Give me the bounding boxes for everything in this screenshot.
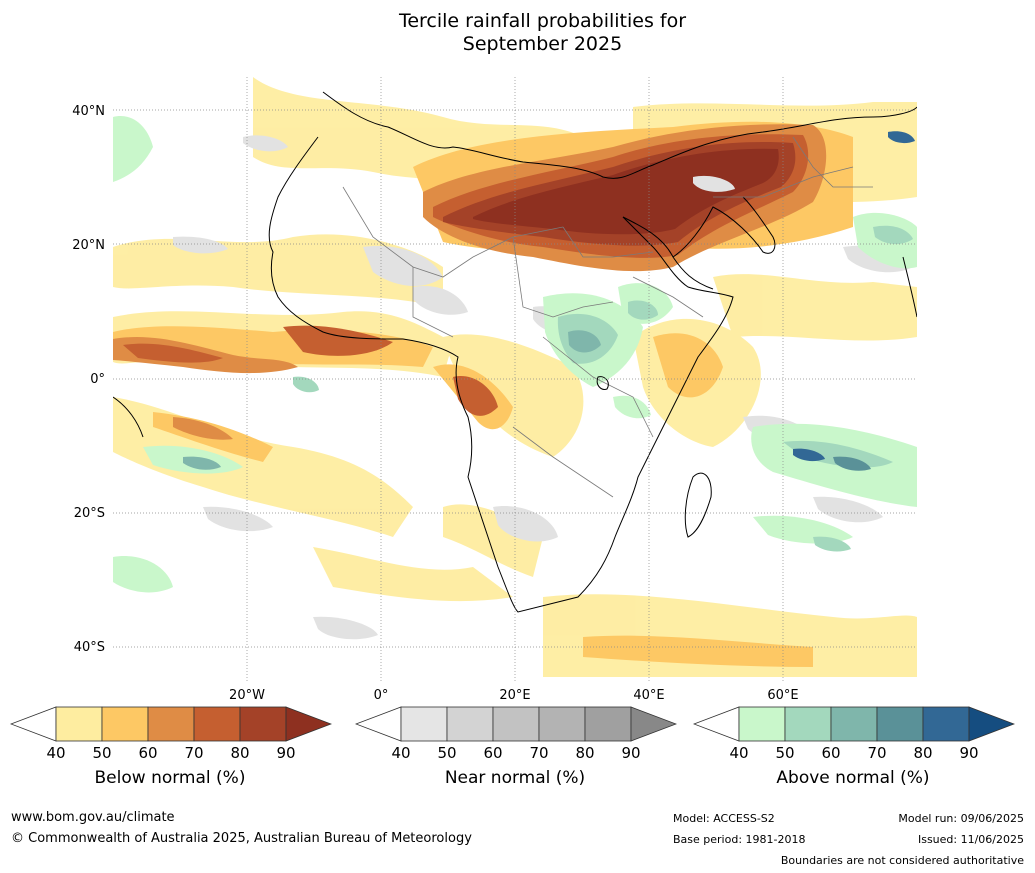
lon-label: 60°E <box>767 688 799 703</box>
colorbar-segment <box>538 706 586 742</box>
colorbar-tick-label: 60 <box>821 744 841 762</box>
lat-label: 40°S <box>73 640 105 655</box>
source-link[interactable]: www.bom.gov.au/climate <box>11 810 175 825</box>
colorbar-extend-high <box>968 706 1015 742</box>
colorbar-segment <box>193 706 241 742</box>
model-run-label: Model run: 09/06/2025 <box>898 812 1024 825</box>
lon-label: 20°W <box>229 688 265 703</box>
disclaimer: Boundaries are not considered authoritat… <box>780 854 1024 867</box>
colorbar-extend-high <box>630 706 677 742</box>
colorbar-tick-label: 50 <box>92 744 112 762</box>
lon-label: 40°E <box>633 688 665 703</box>
map-title: Tercile rainfall probabilities for Septe… <box>0 10 1035 56</box>
colorbar-tick-label: 60 <box>138 744 158 762</box>
colorbar-tick-label: 80 <box>913 744 933 762</box>
colorbar-tick-label: 70 <box>529 744 549 762</box>
colorbar-segment <box>492 706 540 742</box>
colorbar-tick-label: 50 <box>775 744 795 762</box>
colorbar-tick-label: 60 <box>483 744 503 762</box>
issued-label: Issued: 11/06/2025 <box>917 833 1024 846</box>
colorbar-tick-label: 90 <box>959 744 979 762</box>
colorbar-tick-label: 40 <box>729 744 749 762</box>
lake-outlines <box>596 376 609 390</box>
colorbar-title-above: Above normal (%) <box>776 768 930 788</box>
colorbar-tick-label: 70 <box>867 744 887 762</box>
colorbar-segment <box>55 706 103 742</box>
colorbar-title-near: Near normal (%) <box>444 768 586 788</box>
colorbar-extend-high <box>285 706 332 742</box>
colorbar-extend-low <box>355 706 402 742</box>
title-line-2: September 2025 <box>462 33 623 55</box>
title-line-1: Tercile rainfall probabilities for <box>398 10 687 32</box>
lat-label: 20°S <box>73 506 105 521</box>
colorbar-segment <box>876 706 924 742</box>
colorbar-segment <box>101 706 149 742</box>
colorbar-below-normal <box>10 706 332 742</box>
colorbar-extend-low <box>693 706 740 742</box>
above-normal-areas <box>113 116 917 593</box>
rainfall-probability-map <box>113 77 917 681</box>
colorbar-segment <box>147 706 195 742</box>
colorbar-tick-label: 40 <box>391 744 411 762</box>
colorbar-tick-label: 90 <box>621 744 641 762</box>
country-borders <box>342 136 873 498</box>
colorbar-tick-label: 70 <box>184 744 204 762</box>
colorbar-tick-label: 40 <box>46 744 66 762</box>
lon-label: 0° <box>373 688 389 703</box>
lat-label: 40°N <box>72 104 105 119</box>
colorbar-near-normal <box>355 706 677 742</box>
lat-label: 20°N <box>72 238 105 253</box>
lon-label: 20°E <box>499 688 531 703</box>
model-label: Model: ACCESS-S2 <box>673 812 775 825</box>
colorbar-segment <box>446 706 494 742</box>
copyright: © Commonwealth of Australia 2025, Austra… <box>11 831 472 846</box>
colorbar-segment <box>400 706 448 742</box>
colorbar-extend-low <box>10 706 57 742</box>
colorbar-title-below: Below normal (%) <box>94 768 246 788</box>
colorbar-segment <box>738 706 786 742</box>
colorbar-tick-label: 50 <box>437 744 457 762</box>
colorbar-segment <box>584 706 632 742</box>
colorbar-tick-label: 80 <box>575 744 595 762</box>
lat-label: 0° <box>90 372 105 387</box>
colorbar-above-normal <box>693 706 1015 742</box>
coastlines <box>113 91 917 613</box>
colorbar-segment <box>239 706 287 742</box>
colorbar-segment <box>784 706 832 742</box>
graticule <box>113 77 917 681</box>
colorbar-segment <box>830 706 878 742</box>
colorbar-tick-label: 90 <box>276 744 296 762</box>
base-period-label: Base period: 1981-2018 <box>673 833 806 846</box>
colorbar-segment <box>922 706 970 742</box>
colorbar-tick-label: 80 <box>230 744 250 762</box>
